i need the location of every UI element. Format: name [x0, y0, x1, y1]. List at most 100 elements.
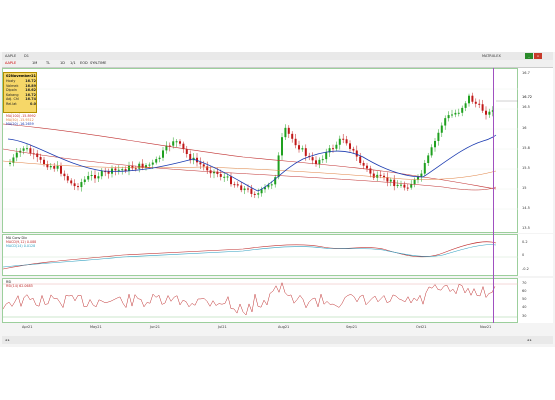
- candle-body: [468, 95, 470, 104]
- candle-body: [145, 165, 147, 168]
- candle-body: [29, 148, 32, 154]
- candle-body: [73, 183, 76, 187]
- rsi-title: RSI: [6, 280, 12, 284]
- minimize-button[interactable]: _: [525, 53, 533, 59]
- candle-body: [138, 163, 141, 169]
- candle-body: [325, 152, 328, 160]
- candle-body: [97, 176, 100, 179]
- candle-body: [250, 188, 253, 194]
- candle-body: [372, 173, 375, 178]
- date-axis: Apr21 May21 Jun21 Jul21 Aug21 Sep21 Oct2…: [2, 324, 518, 334]
- candle-body: [396, 184, 399, 187]
- candle-body: [287, 127, 290, 134]
- price-tick: 14.5: [522, 206, 530, 210]
- rsi-pane[interactable]: RSI RSI(14) 62.0685: [2, 278, 519, 323]
- date-tick: Apr21: [22, 325, 33, 329]
- candle-body: [49, 166, 52, 168]
- candle-body: [444, 118, 447, 126]
- candle-body: [56, 165, 59, 169]
- tooltip-row: Dipoln 16.62: [6, 88, 36, 92]
- ma-200-line: [3, 123, 497, 190]
- timeframe-label[interactable]: D1: [24, 54, 29, 58]
- candle-body: [274, 177, 277, 185]
- candle-body: [328, 148, 331, 153]
- tooltip-row: Valmek 16.89: [6, 83, 36, 88]
- price-chart-pane[interactable]: MA(200) -17.3752 MA(100) -15.8992 MA(50)…: [2, 68, 519, 233]
- candle-body: [36, 153, 39, 158]
- candle-body: [134, 168, 137, 170]
- candle-body: [403, 184, 406, 188]
- current-price-label: 16.72: [522, 95, 533, 99]
- candle-body: [247, 188, 249, 190]
- candle-body: [423, 163, 426, 174]
- tool-item-4[interactable]: 1/1: [70, 61, 76, 65]
- candle-body: [104, 171, 107, 173]
- candle-body: [77, 186, 79, 188]
- candle-body: [53, 166, 56, 169]
- candle-body: [430, 147, 433, 156]
- candle-body: [321, 159, 324, 161]
- tooltip-title: 02November21: [6, 74, 36, 78]
- tool-item-5[interactable]: EOD: [80, 61, 88, 65]
- candle-body: [260, 189, 263, 194]
- price-tick: 15.8: [522, 146, 530, 150]
- candle-body: [179, 141, 181, 144]
- candle-body: [386, 177, 389, 182]
- candle-body: [315, 160, 317, 165]
- candle-body: [26, 148, 28, 150]
- candle-body: [355, 150, 358, 157]
- candle-body: [349, 143, 351, 149]
- candle-body: [22, 148, 25, 151]
- price-axis[interactable]: 16.7 16.72 16.5 16 15.8 15.5 15 14.5 13.…: [518, 68, 553, 233]
- candle-body: [417, 176, 419, 180]
- tool-item-3[interactable]: 1D: [60, 61, 65, 65]
- candle-body: [216, 171, 219, 175]
- candle-body: [83, 179, 86, 183]
- close-button[interactable]: ×: [534, 53, 542, 59]
- candle-body: [478, 103, 481, 105]
- macd-tick: 0.2: [522, 240, 528, 244]
- candle-body: [90, 174, 93, 176]
- candle-body: [87, 175, 90, 180]
- scroll-left-control[interactable]: ◂ ▸: [5, 338, 10, 342]
- macd-legend-line: MACD(9,12) 0.088: [6, 240, 37, 244]
- candle-body: [301, 148, 304, 150]
- candle-body: [43, 159, 45, 165]
- candle-body: [46, 164, 49, 168]
- candle-body: [39, 157, 42, 160]
- tool-item-6[interactable]: SYN-TIME: [90, 61, 107, 65]
- ma-50-line: [3, 160, 497, 180]
- ma-100-line: [3, 148, 497, 191]
- candle-body: [464, 103, 467, 108]
- candle-body: [148, 164, 151, 166]
- candle-body: [158, 157, 161, 160]
- candle-body: [420, 173, 423, 177]
- tooltip-row: Kakang 16.72: [6, 92, 36, 97]
- tool-item-1[interactable]: 1M: [32, 61, 38, 65]
- chart-toolbar: AAPLE 1M TL 1D 1/1 EOD SYN-TIME: [2, 60, 553, 68]
- date-tick: Oct21: [416, 325, 427, 329]
- candle-body: [128, 165, 130, 172]
- candle-body: [488, 111, 491, 115]
- candle-body: [230, 176, 232, 185]
- candle-body: [213, 171, 215, 174]
- candle-body: [199, 162, 202, 165]
- tool-symbol[interactable]: AAPLE: [5, 61, 17, 65]
- candle-body: [457, 112, 460, 114]
- candle-body: [413, 179, 416, 185]
- candle-body: [185, 149, 188, 154]
- candle-body: [338, 138, 341, 145]
- candle-body: [298, 145, 300, 150]
- macd-pane[interactable]: MA Conv Div MACD(9,12) 0.088 MACD(14) 0.…: [2, 234, 519, 276]
- candle-body: [284, 127, 287, 138]
- candle-body: [202, 164, 205, 167]
- candle-body: [226, 176, 229, 178]
- tool-item-2[interactable]: TL: [46, 61, 51, 65]
- candle-body: [474, 101, 477, 104]
- rsi-tick: 60: [522, 289, 527, 293]
- candle-body: [233, 184, 236, 186]
- symbol-label[interactable]: AAPLE: [5, 54, 17, 58]
- candle-body: [291, 133, 294, 139]
- candle-body: [124, 169, 127, 172]
- scroll-right-control[interactable]: ◂ ▸: [527, 338, 532, 342]
